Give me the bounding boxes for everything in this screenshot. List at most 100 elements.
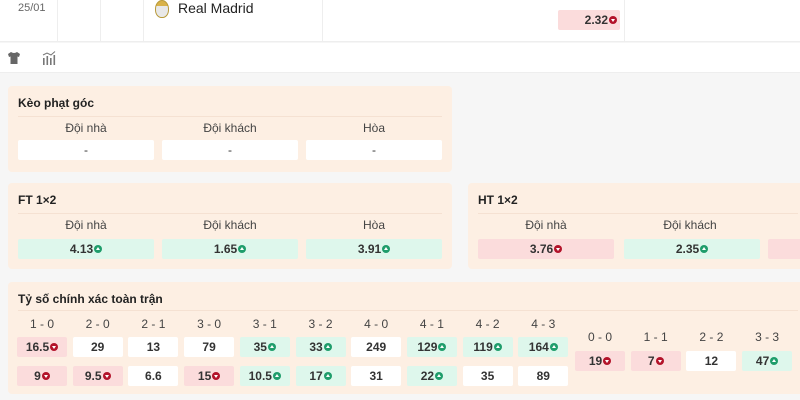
odds-value: 15 (197, 369, 212, 383)
score-label: 4 - 1 (419, 317, 444, 331)
score-label: 2 - 1 (141, 317, 166, 331)
away-label: Đội khách (663, 218, 717, 232)
trend-up-icon (700, 245, 709, 253)
trend-down-icon (554, 245, 563, 253)
score-odds-cell[interactable]: 119 (462, 337, 513, 357)
ht-draw-odds[interactable] (768, 239, 800, 259)
score-odds-cell[interactable]: 16.5 (17, 337, 67, 357)
trend-down-icon (102, 372, 111, 380)
home-label: Đội nhà (525, 218, 567, 232)
trend-up-icon (435, 372, 444, 380)
draw-score-label: 1 - 1 (643, 330, 668, 344)
corner-away-odds[interactable]: - (162, 140, 298, 160)
score-odds-cell[interactable]: 19 (575, 351, 625, 371)
score-label: 4 - 3 (531, 317, 556, 331)
away-label: Đội khách (203, 121, 257, 135)
score-odds-cell[interactable]: 15 (184, 366, 235, 386)
odds-value: 35 (480, 369, 495, 383)
odds-value: 13 (146, 340, 161, 354)
draw-label: Hòa (362, 218, 385, 232)
score-odds-cell[interactable]: 31 (351, 366, 402, 386)
real-madrid-logo-icon (155, 0, 169, 18)
trend-up-icon (770, 357, 779, 365)
score-label: 3 - 2 (308, 317, 333, 331)
score-odds-cell[interactable]: 249 (351, 337, 402, 357)
odds-value: 119 (473, 340, 493, 354)
ft-draw-odds[interactable]: 3.91 (306, 239, 442, 259)
score-odds-cell[interactable]: 29 (72, 337, 123, 357)
odds-value: 35 (253, 340, 267, 354)
score-odds-cell[interactable]: 9 (17, 366, 67, 386)
away-label: Đội khách (203, 218, 257, 232)
odds-value: 33 (309, 340, 323, 354)
ft-title: FT 1×2 (18, 193, 57, 207)
draw-score-label: 2 - 2 (699, 330, 724, 344)
draw-score-label: 0 - 0 (587, 330, 612, 344)
team-name[interactable]: Real Madrid (178, 0, 254, 16)
score-odds-cell[interactable]: 17 (295, 366, 346, 386)
score-odds-cell[interactable]: 47 (742, 351, 793, 371)
draw-score-label: 3 - 3 (755, 330, 780, 344)
odds-value: 12 (704, 354, 719, 368)
ht-away-odds[interactable]: 2.35 (624, 239, 760, 259)
trend-up-icon (267, 343, 276, 351)
score-label: 2 - 0 (85, 317, 110, 331)
odds-value: 29 (91, 340, 105, 354)
trend-up-icon (272, 372, 281, 380)
odds-value: 10.5 (248, 369, 272, 383)
trend-up-icon (323, 343, 332, 351)
trend-up-icon (94, 245, 103, 253)
trend-down-icon (50, 343, 59, 351)
score-odds-cell[interactable]: 22 (406, 366, 457, 386)
ft-away-odds[interactable]: 1.65 (162, 239, 298, 259)
score-odds-cell[interactable]: 10.5 (239, 366, 290, 386)
score-odds-cell[interactable]: 129 (406, 337, 457, 357)
odds-value: 6.6 (145, 369, 162, 383)
trend-down-icon (655, 357, 664, 365)
trend-up-icon (382, 245, 391, 253)
trend-up-icon (323, 372, 332, 380)
shirt-icon[interactable] (7, 51, 21, 65)
trend-up-icon (438, 343, 447, 351)
corner-draw-odds[interactable]: - (306, 140, 442, 160)
odds-value: 22 (420, 369, 435, 383)
ft-card: FT 1×2 Đội nhà Đội khách Hòa 4.13 1.65 3… (8, 183, 452, 269)
home-label: Đội nhà (65, 121, 107, 135)
score-label: 3 - 1 (252, 317, 277, 331)
odds-value: 9 (34, 369, 41, 383)
stats-chart-icon[interactable] (41, 50, 57, 66)
score-odds-cell[interactable]: 33 (295, 337, 346, 357)
ht-home-odds[interactable]: 3.76 (478, 239, 614, 259)
match-row: 25/01 Real Madrid 2.32 (0, 0, 800, 42)
odds-value: 129 (417, 340, 438, 354)
trend-down-icon (609, 16, 617, 24)
score-odds-cell[interactable]: 35 (462, 366, 513, 386)
score-label: 4 - 2 (475, 317, 500, 331)
score-odds-cell[interactable]: 35 (239, 337, 290, 357)
score-odds-cell[interactable]: 164 (518, 337, 569, 357)
odds-value: 249 (366, 340, 387, 354)
home-label: Đội nhà (65, 218, 107, 232)
correct-score-card: Tỷ số chính xác toàn trận 1 - 0 16.5 9 2 - … (8, 282, 800, 394)
odds-value: 17 (309, 369, 323, 383)
score-odds-cell[interactable]: 13 (128, 337, 179, 357)
score-odds-cell[interactable]: 89 (518, 366, 569, 386)
trend-up-icon (493, 343, 502, 351)
odds-cell[interactable]: 2.32 (558, 10, 620, 30)
odds-value: 16.5 (25, 340, 50, 354)
score-odds-cell[interactable]: 9.5 (72, 366, 123, 386)
ft-home-odds[interactable]: 4.13 (18, 239, 154, 259)
match-date: 25/01 (18, 2, 46, 14)
score-odds-cell[interactable]: 6.6 (128, 366, 179, 386)
odds-value: 89 (536, 369, 550, 383)
score-label: 1 - 0 (29, 317, 54, 331)
ht-card: HT 1×2 Đội nhà Đội khách 3.76 2.35 (468, 183, 800, 269)
odds-value: 9.5 (84, 369, 102, 383)
score-odds-cell[interactable]: 12 (686, 351, 737, 371)
odds-value: 7 (647, 354, 655, 368)
corner-home-odds[interactable]: - (18, 140, 154, 160)
score-label: 3 - 0 (197, 317, 222, 331)
trend-down-icon (41, 372, 50, 380)
score-odds-cell[interactable]: 7 (630, 351, 681, 371)
score-odds-cell[interactable]: 79 (184, 337, 235, 357)
